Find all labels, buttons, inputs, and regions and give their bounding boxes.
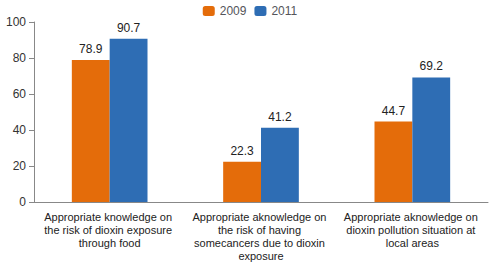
svg-text:100: 100: [6, 15, 26, 29]
svg-text:78.9: 78.9: [79, 42, 103, 56]
svg-text:dioxin pollution situation at: dioxin pollution situation at: [346, 224, 478, 236]
svg-text:Appropriate knowledge on: Appropriate knowledge on: [44, 211, 175, 223]
svg-text:Appropriate aknowledge on: Appropriate aknowledge on: [193, 211, 330, 223]
svg-text:2011: 2011: [271, 4, 297, 18]
svg-text:80: 80: [13, 51, 27, 65]
svg-text:60: 60: [13, 87, 27, 101]
svg-text:41.2: 41.2: [268, 110, 292, 124]
svg-text:69.2: 69.2: [420, 59, 444, 73]
svg-text:local areas: local areas: [386, 237, 440, 249]
svg-text:22.3: 22.3: [230, 144, 254, 158]
svg-text:somecancers due to dioxin: somecancers due to dioxin: [194, 237, 328, 249]
svg-text:the risk of dioxin exposure: the risk of dioxin exposure: [44, 224, 175, 236]
svg-text:Appropriate aknowledge on: Appropriate aknowledge on: [344, 211, 481, 223]
svg-text:44.7: 44.7: [382, 104, 406, 118]
svg-text:40: 40: [13, 123, 27, 137]
svg-text:20: 20: [13, 159, 27, 173]
svg-text:90.7: 90.7: [117, 21, 141, 35]
svg-text:0: 0: [19, 195, 26, 209]
svg-text:exposure: exposure: [238, 250, 283, 262]
svg-text:2009: 2009: [220, 4, 247, 18]
svg-text:through food: through food: [79, 237, 141, 249]
svg-text:the risk of having: the risk of having: [218, 224, 304, 236]
